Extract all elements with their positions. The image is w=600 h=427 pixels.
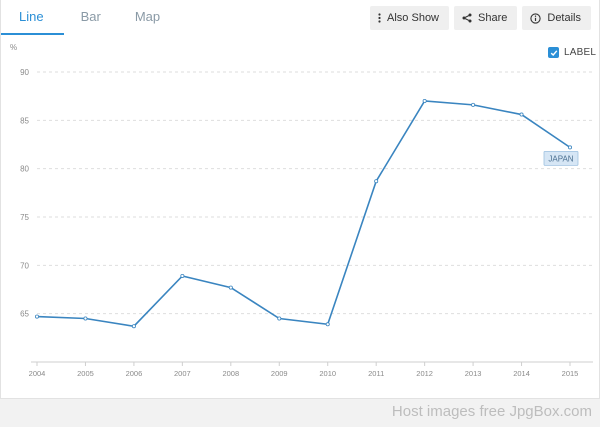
series-line-japan [36, 100, 571, 328]
label-toggle[interactable]: LABEL [548, 47, 596, 58]
info-icon [530, 12, 542, 24]
series-label-japan: JAPAN [543, 150, 579, 166]
y-tick-label: 65 [20, 310, 29, 319]
data-point[interactable] [471, 102, 476, 107]
also-show-label: Also Show [387, 12, 440, 24]
x-tick-label: 2007 [174, 369, 191, 378]
data-point[interactable] [228, 285, 233, 290]
data-point[interactable] [519, 112, 524, 117]
x-tick-label: 2005 [77, 369, 94, 378]
data-point[interactable] [422, 99, 427, 104]
more-vertical-icon [378, 13, 381, 23]
x-tick-label: 2006 [126, 369, 143, 378]
data-point[interactable] [180, 273, 185, 278]
share-label: Share [478, 12, 508, 24]
series-label-text: JAPAN [548, 154, 573, 163]
x-tick-label: 2004 [29, 369, 46, 378]
data-point[interactable] [35, 314, 40, 319]
data-point[interactable] [568, 145, 573, 150]
x-tick-label: 2010 [319, 369, 336, 378]
x-tick-label: 2012 [416, 369, 433, 378]
x-tick-label: 2015 [562, 369, 579, 378]
x-tick-label: 2014 [513, 369, 530, 378]
tab-line[interactable]: Line [1, 0, 64, 35]
share-button[interactable]: Share [454, 6, 518, 30]
checkbox-icon[interactable] [548, 47, 559, 58]
y-axis-label: % [10, 43, 17, 52]
chart-actions: Also Show Share Details [370, 6, 591, 30]
line-chart: 65 70 75 80 85 90 2004 2005 2006 2007 2008 2009 2010… [10, 43, 593, 378]
x-tick-label: 2008 [222, 369, 239, 378]
label-toggle-text: LABEL [564, 47, 597, 58]
share-icon [462, 13, 472, 23]
x-tick-label: 2011 [368, 369, 384, 378]
data-point[interactable] [131, 324, 136, 329]
data-point[interactable] [325, 322, 330, 327]
y-tick-label: 70 [20, 261, 29, 270]
y-tick-label: 90 [20, 68, 29, 77]
tab-bar[interactable]: Bar [80, 9, 101, 24]
y-tick-label: 75 [20, 213, 29, 222]
tab-map[interactable]: Map [134, 9, 161, 24]
data-point[interactable] [374, 179, 379, 184]
details-button[interactable]: Details [522, 6, 591, 30]
watermark: Host images free JpgBox.com [391, 403, 592, 420]
data-point[interactable] [277, 316, 282, 321]
y-tick-label: 80 [20, 165, 29, 174]
y-tick-label: 85 [20, 116, 29, 125]
data-point[interactable] [83, 316, 88, 321]
also-show-button[interactable]: Also Show [370, 6, 450, 30]
x-tick-label: 2013 [465, 369, 482, 378]
details-label: Details [547, 12, 581, 24]
x-tick-label: 2009 [271, 369, 288, 378]
view-tabs: Line Bar Map [1, 0, 177, 36]
chart-card: Line Bar Map Also Show Share Details [0, 0, 600, 399]
